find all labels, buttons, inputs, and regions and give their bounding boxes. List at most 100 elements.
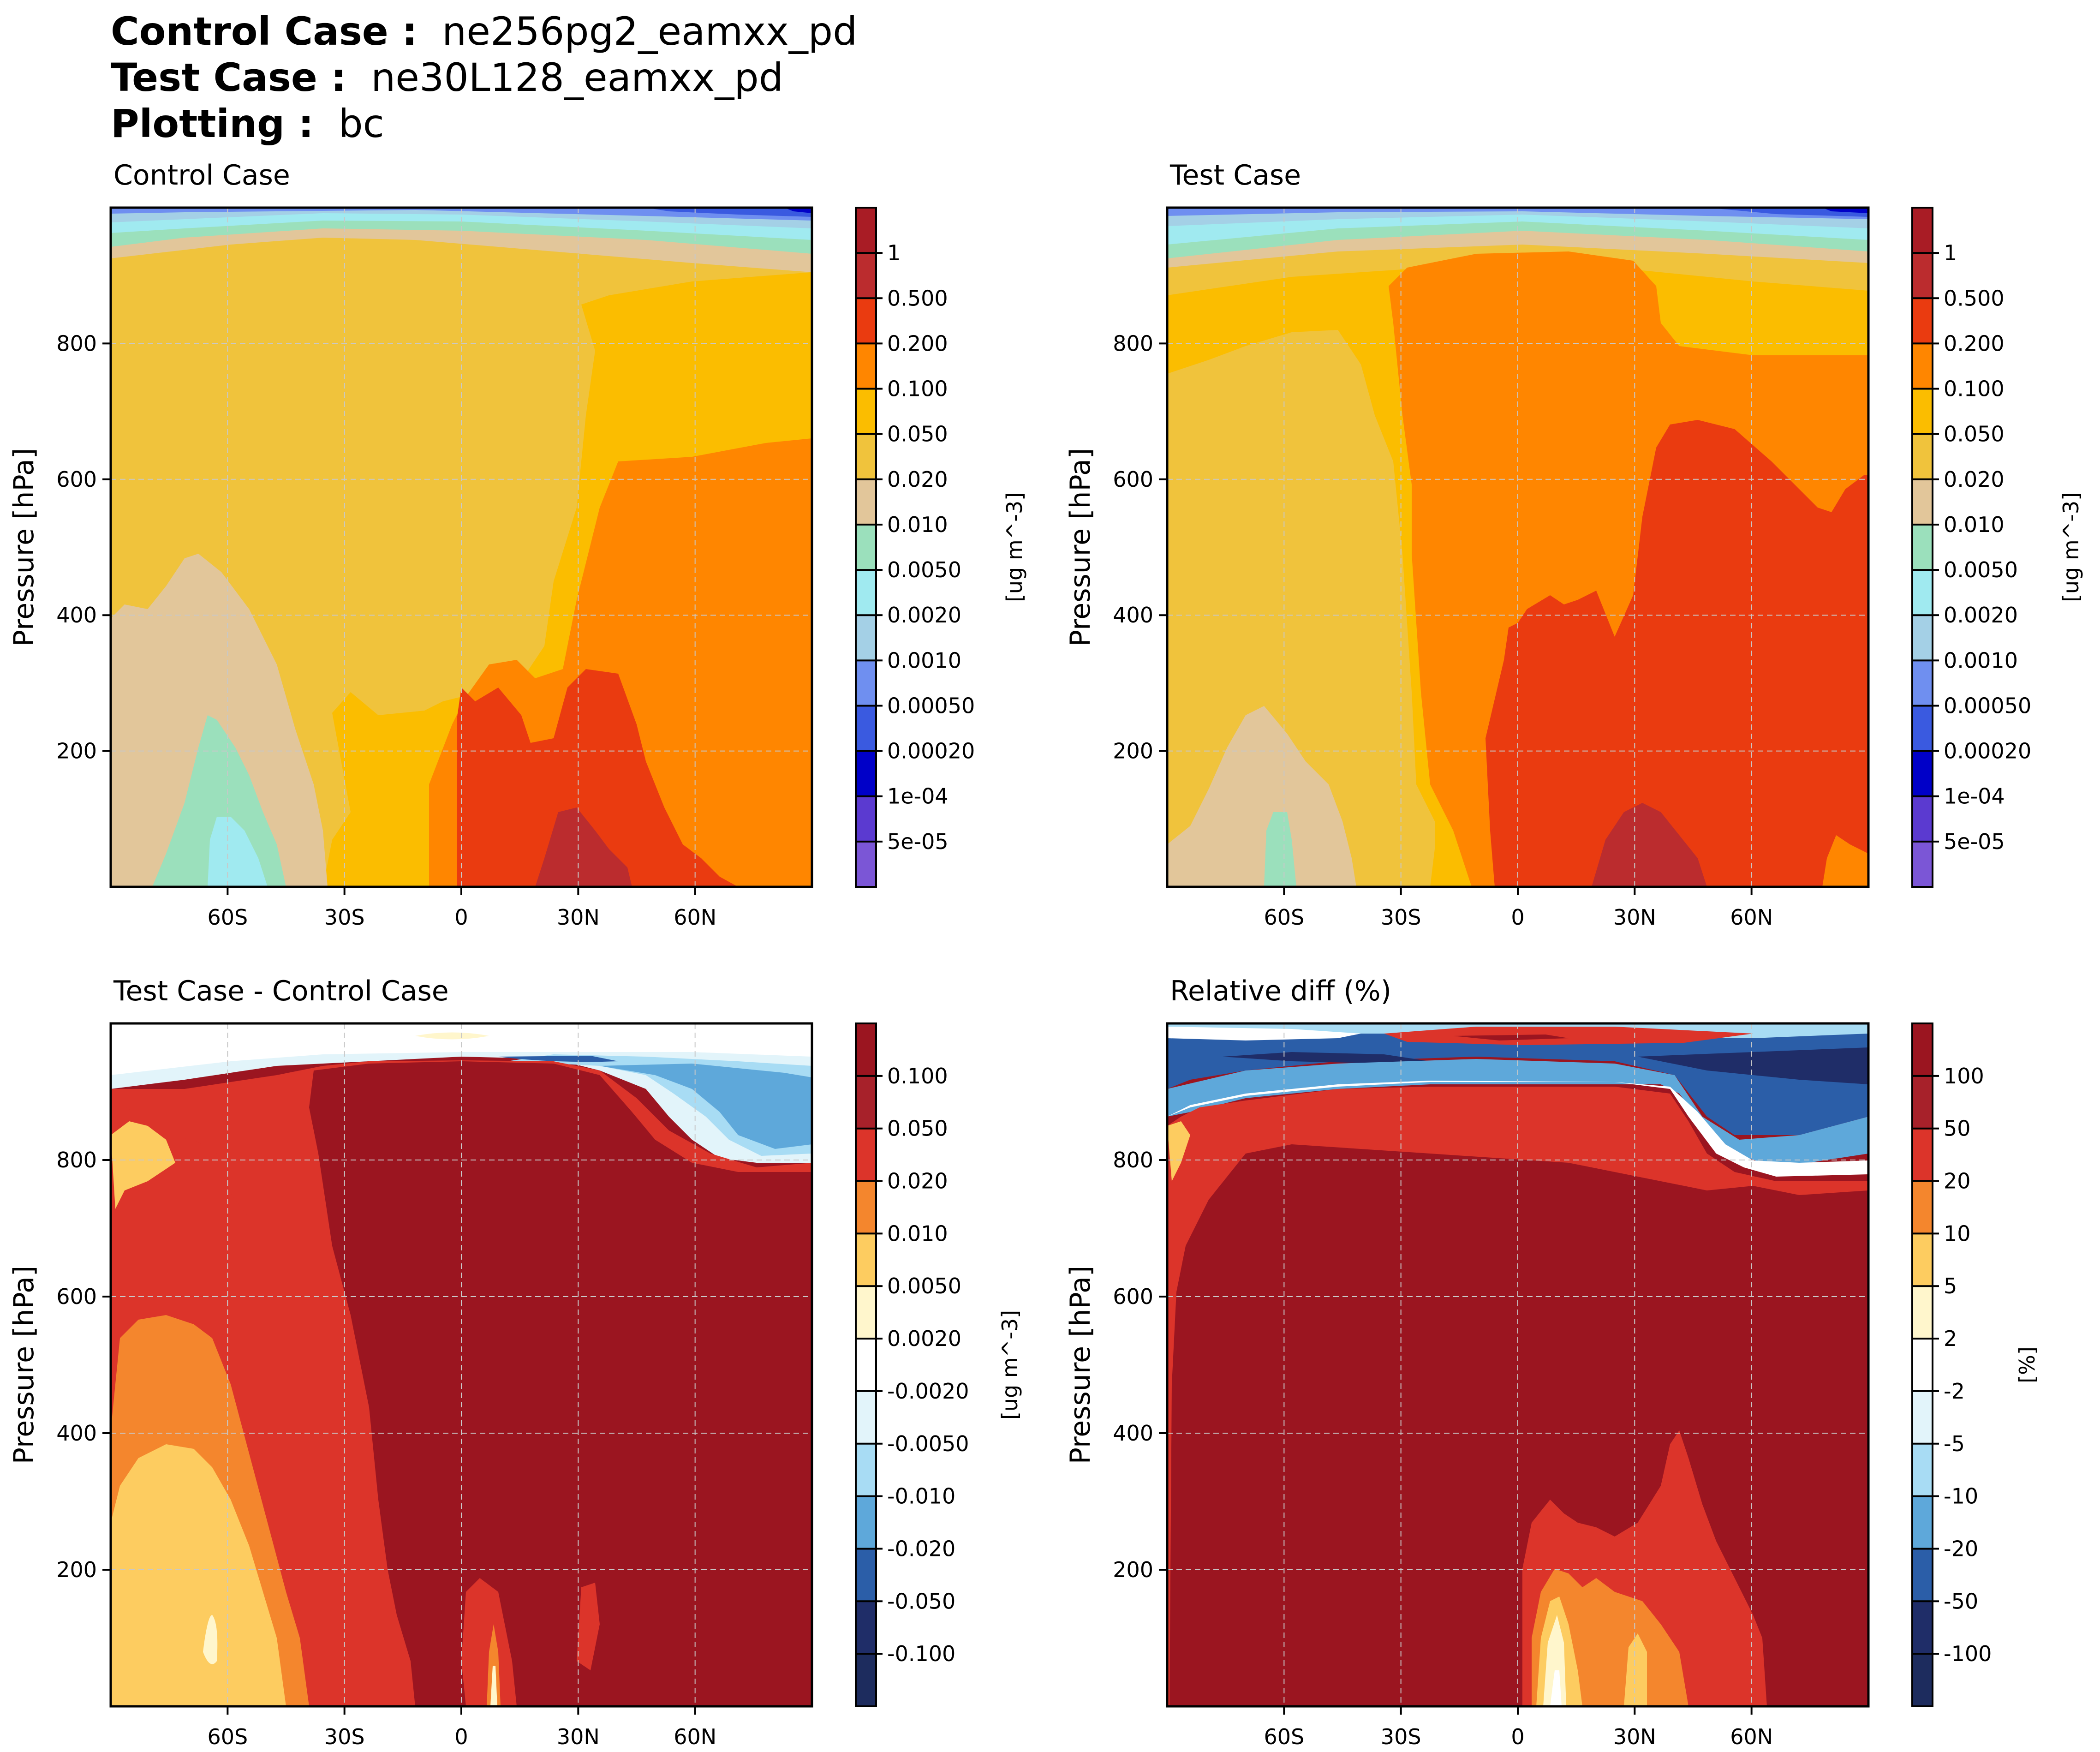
colorbar-swatch	[1912, 1549, 1933, 1602]
test-fill-top-navy	[1822, 208, 1868, 213]
colorbar-swatch	[1912, 1443, 1933, 1497]
colorbar-tick-label: 100	[1944, 1064, 1984, 1088]
colorbar-swatch	[856, 479, 876, 525]
colorbar-swatch	[1912, 1076, 1933, 1129]
rel-fill-top-white	[1167, 1027, 1361, 1040]
x-tick-label: 60S	[1264, 905, 1304, 930]
y-tick-label: 400	[1113, 1421, 1153, 1446]
colorbar-swatch	[856, 1286, 876, 1339]
rel-fill-upper-white	[1167, 1081, 1868, 1177]
colorbar-tick-label: 1e-04	[1944, 784, 2005, 809]
colorbar-swatch	[856, 796, 876, 842]
colorbar-swatch	[1912, 208, 1933, 253]
colorbar-frame	[855, 1022, 877, 1707]
colorbar-swatch	[1912, 343, 1933, 389]
colorbar-swatch	[856, 343, 876, 389]
colorbar-swatch	[1912, 751, 1933, 797]
colorbar-tick-label: 0.0050	[887, 557, 961, 582]
colorbar-tick-label: 2	[1944, 1326, 1957, 1351]
rel-gridlines	[1167, 1023, 1868, 1706]
header-test-value: ne30L128_eamxx_pd	[371, 55, 784, 100]
colorbar-swatch	[1912, 524, 1933, 570]
colorbar-tick-label: 0.050	[887, 1116, 948, 1141]
colorbar-tick-label: 0.100	[887, 1064, 948, 1088]
diff-fill-top-white	[111, 1023, 812, 1075]
rel-fill-top-darkred	[1453, 1034, 1569, 1040]
colorbar-tick-label: 5	[1944, 1274, 1957, 1298]
control-fill-lower-green	[152, 715, 286, 887]
colorbar-tick-label: 0.100	[1944, 377, 2005, 401]
colorbar-tick-label: 0.010	[887, 512, 948, 537]
x-tick-label: 30S	[324, 1724, 365, 1749]
y-tick-label: 600	[1113, 1284, 1153, 1309]
diff-colorbar: -0.100 -0.050 -0.020 -0.010 -0.0050 -0.0020 0.…	[855, 1022, 1022, 1707]
control-xticks: 60S 30S 0 30N 60N	[207, 887, 716, 930]
colorbar-swatch	[1912, 253, 1933, 299]
colorbar-tick-label: 0.0020	[887, 1326, 961, 1351]
panel-diff-title: Test Case - Control Case	[113, 975, 449, 1007]
colorbar-swatch	[1912, 1286, 1933, 1339]
header-control-label: Control Case :	[111, 9, 418, 54]
rel-fill-navy-a	[1223, 1052, 1430, 1064]
colorbar-tick-label: 20	[1944, 1169, 1971, 1194]
x-tick-label: 60N	[1730, 1724, 1773, 1749]
test-fill-lower-green	[1264, 812, 1296, 887]
colorbar-swatch	[856, 1023, 876, 1076]
colorbar-tick-label: 1	[887, 240, 901, 265]
rel-yticks: 200 400 600 800	[1113, 1148, 1167, 1582]
colorbar-tick-label: 10	[1944, 1221, 1971, 1246]
colorbar-swatch	[1912, 1654, 1933, 1707]
x-tick-label: 0	[1511, 905, 1524, 930]
control-ylabel: Pressure [hPa]	[8, 448, 40, 646]
colorbar-tick-label: -0.050	[887, 1589, 955, 1614]
rel-fill-red	[1167, 1087, 1868, 1706]
header-plotting-label: Plotting :	[111, 101, 314, 146]
panel-test: Test Case 60S 30S 0 30N 60N 200 400 600 800 Pre…	[1064, 159, 2083, 930]
colorbar-swatch	[1912, 1601, 1933, 1654]
y-tick-label: 600	[56, 467, 97, 492]
x-tick-label: 30S	[1381, 1724, 1421, 1749]
colorbar-swatch	[1912, 796, 1933, 842]
colorbar-tick-label: 0.020	[887, 1169, 948, 1194]
colorbar-tick-label: 0.0020	[887, 603, 961, 628]
control-fill-top-navy	[784, 208, 812, 213]
colorbar-swatch	[1912, 660, 1933, 706]
colorbar-tick-label: 0.00050	[887, 693, 975, 718]
control-yticks: 200 400 600 800	[56, 331, 111, 764]
panel-rel-title: Relative diff (%)	[1170, 975, 1391, 1007]
colorbar-swatch	[856, 1549, 876, 1602]
control-fill-top-deepblue	[646, 208, 812, 217]
colorbar-swatch	[856, 615, 876, 661]
test-fill-lower-tan	[1167, 706, 1356, 887]
header-plotting: Plotting : bc	[111, 101, 384, 147]
control-fill-lower-cyan	[208, 817, 268, 887]
diff-fill-left-yellow-upper	[111, 1121, 175, 1209]
y-tick-label: 400	[1113, 603, 1153, 628]
test-colorbar: 5e-05 1e-04 0.00020 0.00050 0.0010 0.0020 0.00…	[1911, 207, 2083, 888]
panel-control-title: Control Case	[113, 159, 290, 191]
x-tick-label: 30N	[1613, 1724, 1656, 1749]
colorbar-swatch	[1912, 1496, 1933, 1549]
y-tick-label: 800	[1113, 331, 1153, 356]
colorbar-tick-label: 0.010	[1944, 512, 2005, 537]
test-fill-darkred	[1592, 803, 1707, 887]
x-tick-label: 0	[1511, 1724, 1524, 1749]
control-fill-upper-blue	[111, 208, 812, 221]
test-gridlines	[1167, 208, 1868, 887]
colorbar-tick-label: -0.0050	[887, 1431, 969, 1456]
colorbar-tick-label: 0.050	[887, 422, 948, 447]
colorbar-tick-label: -0.010	[887, 1484, 955, 1509]
colorbar-swatch	[1912, 706, 1933, 752]
rel-fill-navy-b	[1638, 1047, 1868, 1084]
colorbar-tick-label: 0.020	[1944, 467, 2005, 492]
y-tick-label: 200	[1113, 739, 1153, 764]
diff-fill-spot-pale	[490, 1666, 497, 1706]
colorbar-tick-label: 0.020	[887, 467, 948, 492]
colorbar-swatch	[1912, 1391, 1933, 1444]
colorbar-tick-label: -0.100	[887, 1641, 955, 1666]
colorbar-swatch	[856, 1339, 876, 1392]
test-ylabel: Pressure [hPa]	[1064, 448, 1097, 646]
control-fill-lower-tan	[111, 554, 328, 887]
colorbar-swatch	[1912, 1233, 1933, 1286]
diff-fill-upper-blue	[600, 1064, 812, 1149]
